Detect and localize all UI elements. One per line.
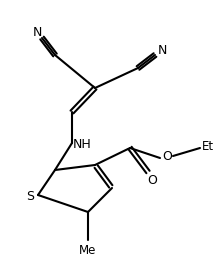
Text: S: S	[26, 191, 34, 204]
Text: O: O	[147, 175, 157, 188]
Text: O: O	[162, 150, 172, 164]
Text: N: N	[32, 26, 42, 40]
Text: Et: Et	[202, 141, 214, 153]
Text: Me: Me	[79, 243, 97, 257]
Text: NH: NH	[73, 139, 91, 152]
Text: N: N	[157, 43, 167, 56]
